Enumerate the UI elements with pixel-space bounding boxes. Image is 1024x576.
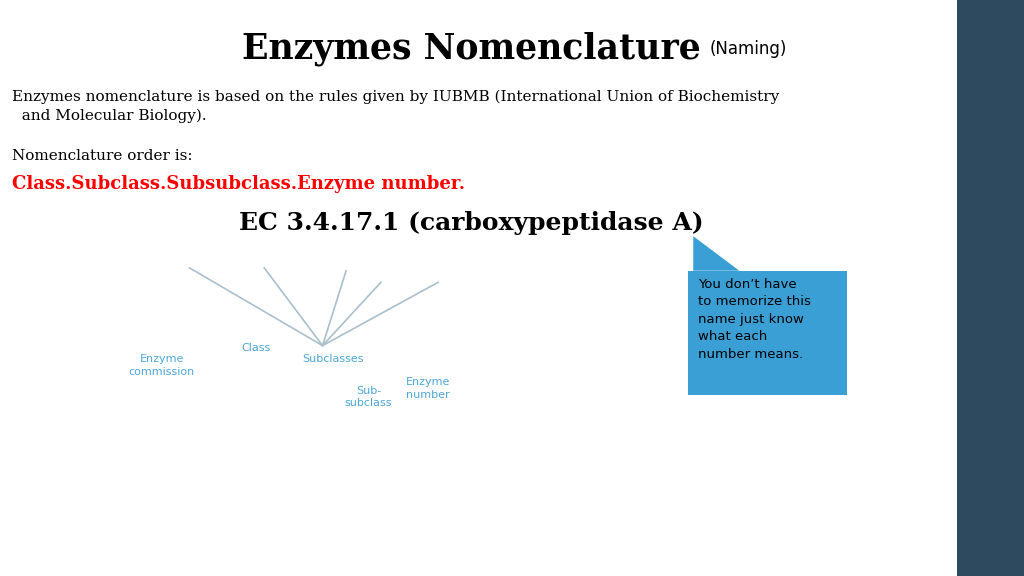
Text: Class.Subclass.Subsubclass.Enzyme number.: Class.Subclass.Subsubclass.Enzyme number…	[12, 175, 466, 194]
Text: Enzyme
number: Enzyme number	[406, 377, 451, 400]
Polygon shape	[693, 236, 739, 271]
Text: Enzyme
commission: Enzyme commission	[129, 354, 195, 377]
Text: You don’t have
to memorize this
name just know
what each
number means.: You don’t have to memorize this name jus…	[698, 278, 811, 361]
Text: Nomenclature order is:: Nomenclature order is:	[12, 149, 193, 162]
FancyBboxPatch shape	[957, 0, 1024, 576]
Text: EC 3.4.17.1 (carboxypeptidase A): EC 3.4.17.1 (carboxypeptidase A)	[239, 211, 703, 236]
Text: (Naming): (Naming)	[710, 40, 787, 58]
Text: Enzymes Nomenclature: Enzymes Nomenclature	[242, 32, 700, 66]
Text: Enzymes nomenclature is based on the rules given by IUBMB (International Union o: Enzymes nomenclature is based on the rul…	[12, 90, 779, 123]
Text: Class: Class	[242, 343, 270, 353]
Text: Subclasses: Subclasses	[302, 354, 364, 364]
FancyBboxPatch shape	[688, 271, 847, 395]
Text: Sub-
subclass: Sub- subclass	[345, 386, 392, 408]
